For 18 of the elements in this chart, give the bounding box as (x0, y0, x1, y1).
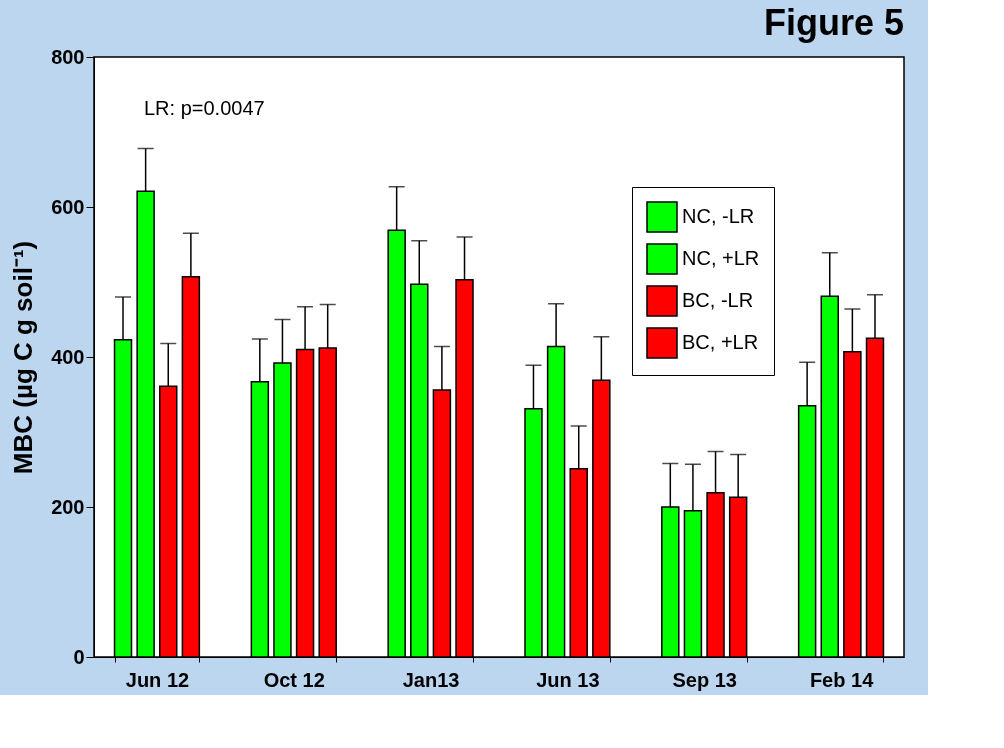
x-tick-label: Feb 14 (809, 668, 875, 691)
x-tick-label: Jun 12 (125, 668, 190, 691)
y-tick-label: 400 (51, 345, 85, 368)
legend-label: NC, -LR (682, 205, 755, 227)
legend-label: BC, +LR (682, 331, 759, 353)
x-tick-label: Jun 13 (536, 668, 600, 691)
y-tick-label: 800 (51, 45, 85, 68)
x-tick-label: Sep 13 (672, 668, 737, 691)
legend-label: NC, +LR (682, 247, 760, 269)
x-tick-label: Oct 12 (263, 668, 325, 691)
x-tick-label: Jan13 (402, 668, 460, 691)
y-tick-label: 600 (51, 195, 85, 218)
annotation: LR: p=0.0047 (144, 97, 265, 119)
chart-title: Figure 5 (763, 2, 904, 43)
y-axis-title: MBC (µg C g soil⁻¹) (8, 240, 39, 475)
y-tick-label: 0 (73, 645, 85, 668)
legend-label: BC, -LR (682, 289, 754, 311)
y-tick-label: 200 (51, 495, 85, 518)
